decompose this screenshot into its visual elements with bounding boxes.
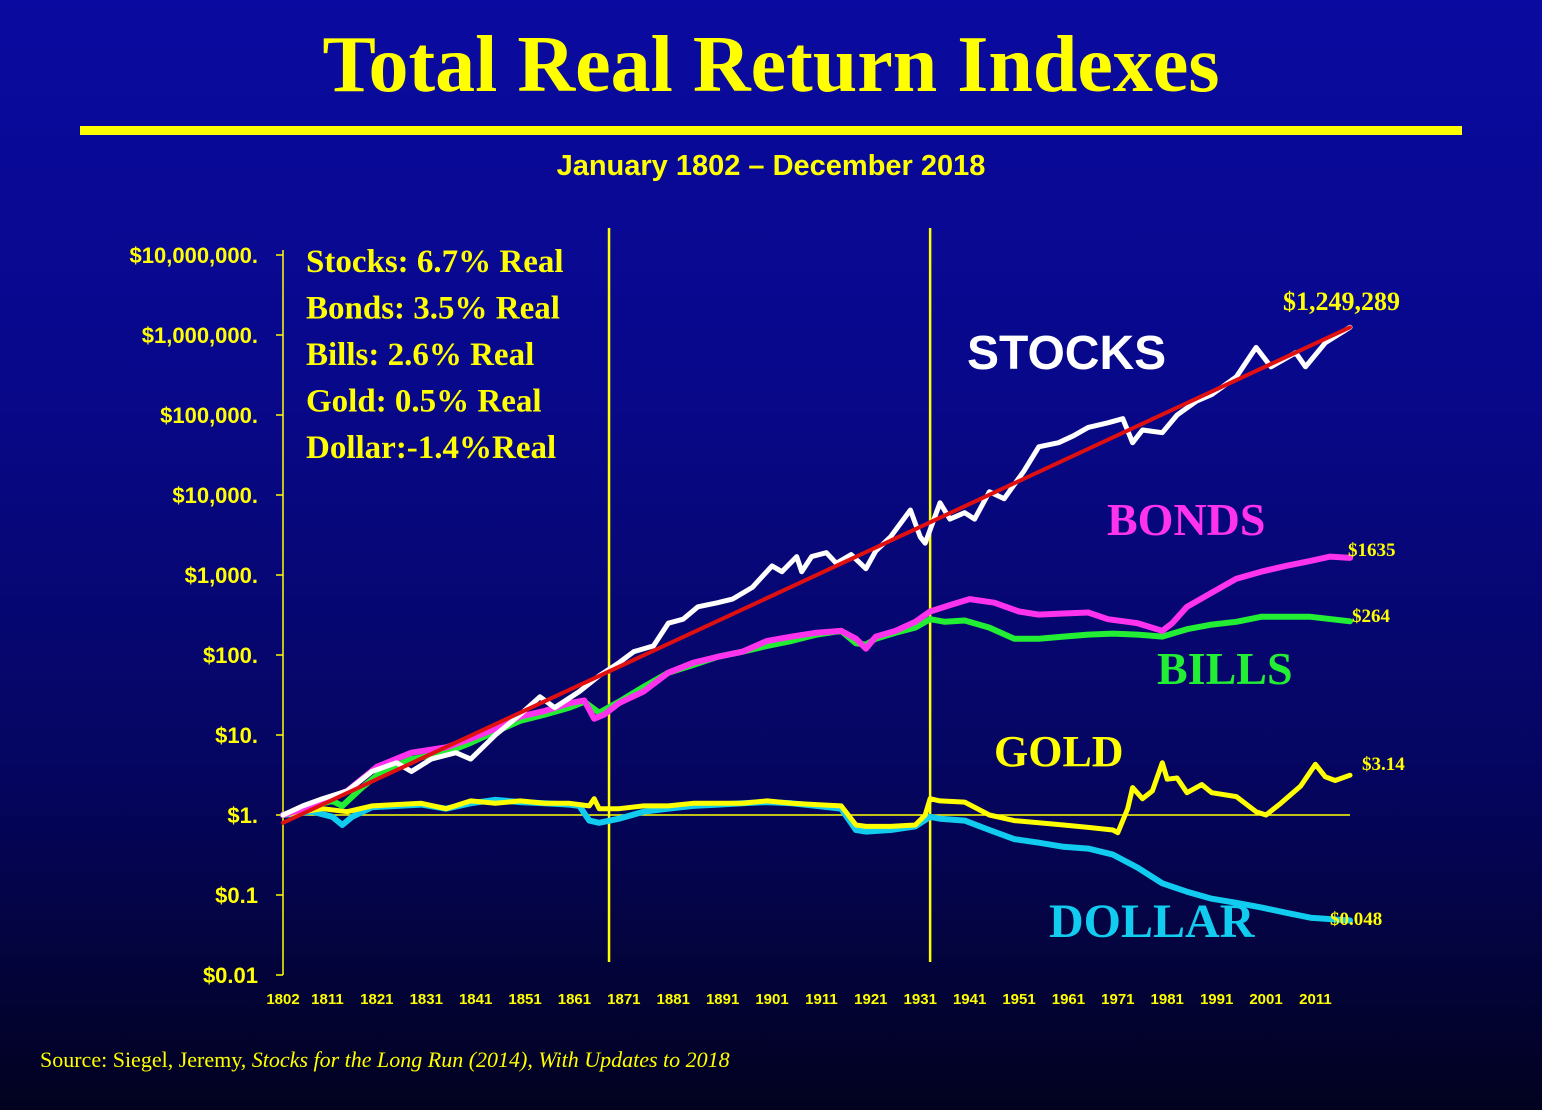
gold-end-value-label: $3.14 (1362, 754, 1405, 775)
stocks-series-line (280, 324, 1353, 818)
y-tick-label: $100,000. (160, 403, 258, 428)
x-tick-label: 1802 (266, 991, 299, 1008)
y-tick-label: $1,000,000. (142, 323, 258, 348)
x-tick-label: 2011 (1299, 991, 1332, 1008)
source-note: Source: Siegel, Jeremy, Stocks for the L… (40, 1047, 730, 1073)
bonds-end-value-label: $1635 (1348, 540, 1396, 561)
x-tick-label: 2001 (1249, 991, 1282, 1008)
x-tick-label: 1891 (706, 991, 739, 1008)
y-tick-label: $0.1 (215, 883, 258, 908)
bonds-series-label: BONDS (1107, 494, 1265, 545)
x-tick-label: 1841 (459, 991, 492, 1008)
trend-line (281, 325, 1352, 825)
bills-end-value-label: $264 (1352, 606, 1391, 627)
x-tick-label: 1981 (1151, 991, 1184, 1008)
y-tick-label: $0.01 (203, 963, 258, 988)
source-book-title: Stocks for the Long Run (2014), With Upd… (251, 1047, 730, 1072)
return-stat-line: Stocks: 6.7% Real (306, 244, 564, 280)
chart-subtitle: January 1802 – December 2018 (556, 150, 986, 182)
x-tick-label: 1991 (1200, 991, 1233, 1008)
x-tick-label: 1871 (607, 991, 640, 1008)
gold-series-label: GOLD (994, 727, 1124, 776)
return-stat-line: Dollar:-1.4%Real (306, 430, 556, 466)
y-tick-label: $1. (227, 803, 258, 828)
x-tick-label: 1951 (1002, 991, 1035, 1008)
stocks-end-value-label: $1,249,289 (1283, 287, 1400, 316)
x-tick-label: 1941 (953, 991, 986, 1008)
dollar-end-value-label: $0.048 (1330, 909, 1382, 930)
chart-title: Total Real Return Indexes (322, 21, 1220, 109)
x-tick-label: 1971 (1101, 991, 1134, 1008)
x-tick-label: 1961 (1052, 991, 1085, 1008)
x-tick-label: 1821 (360, 991, 393, 1008)
x-tick-label: 1851 (508, 991, 541, 1008)
y-tick-label: $10. (215, 723, 258, 748)
gold-series-line (280, 760, 1353, 836)
y-tick-label: $1,000. (185, 563, 258, 588)
x-tick-label: 1931 (904, 991, 937, 1008)
x-tick-label: 1861 (558, 991, 591, 1008)
return-stat-line: Gold: 0.5% Real (306, 384, 542, 420)
dollar-series-label: DOLLAR (1049, 895, 1256, 948)
x-tick-label: 1881 (657, 991, 690, 1008)
y-tick-label: $10,000,000. (130, 243, 258, 268)
title-underline (80, 126, 1462, 135)
return-stat-line: Bills: 2.6% Real (306, 337, 534, 373)
x-tick-label: 1921 (854, 991, 887, 1008)
x-tick-label: 1901 (755, 991, 788, 1008)
return-stat-line: Bonds: 3.5% Real (306, 291, 560, 327)
y-tick-label: $100. (203, 643, 258, 668)
x-tick-label: 1911 (805, 991, 838, 1008)
bills-series-label: BILLS (1157, 643, 1293, 694)
source-prefix: Source: Siegel, Jeremy, (40, 1047, 252, 1072)
x-tick-label: 1831 (410, 991, 443, 1008)
y-tick-label: $10,000. (172, 483, 258, 508)
stocks-series-label: STOCKS (967, 327, 1166, 380)
x-tick-label: 1811 (311, 991, 344, 1008)
